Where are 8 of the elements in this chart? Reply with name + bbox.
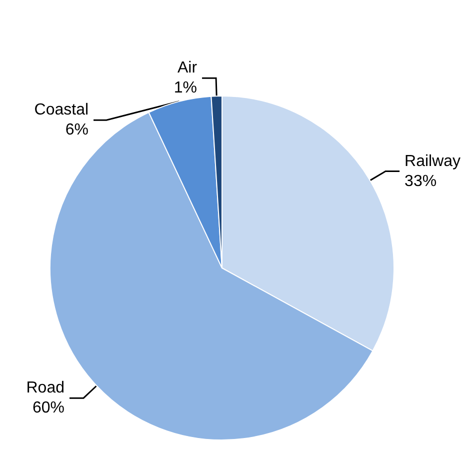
slice-label: Coastal bbox=[34, 102, 89, 119]
slice-label: Railway bbox=[404, 152, 461, 170]
data-label: 33% bbox=[404, 172, 437, 190]
data-label: 60% bbox=[32, 400, 64, 417]
slice-label: Air bbox=[177, 60, 198, 77]
data-label: 6% bbox=[65, 122, 89, 139]
slice-label: Road bbox=[26, 380, 64, 397]
data-label: 1% bbox=[174, 80, 198, 97]
